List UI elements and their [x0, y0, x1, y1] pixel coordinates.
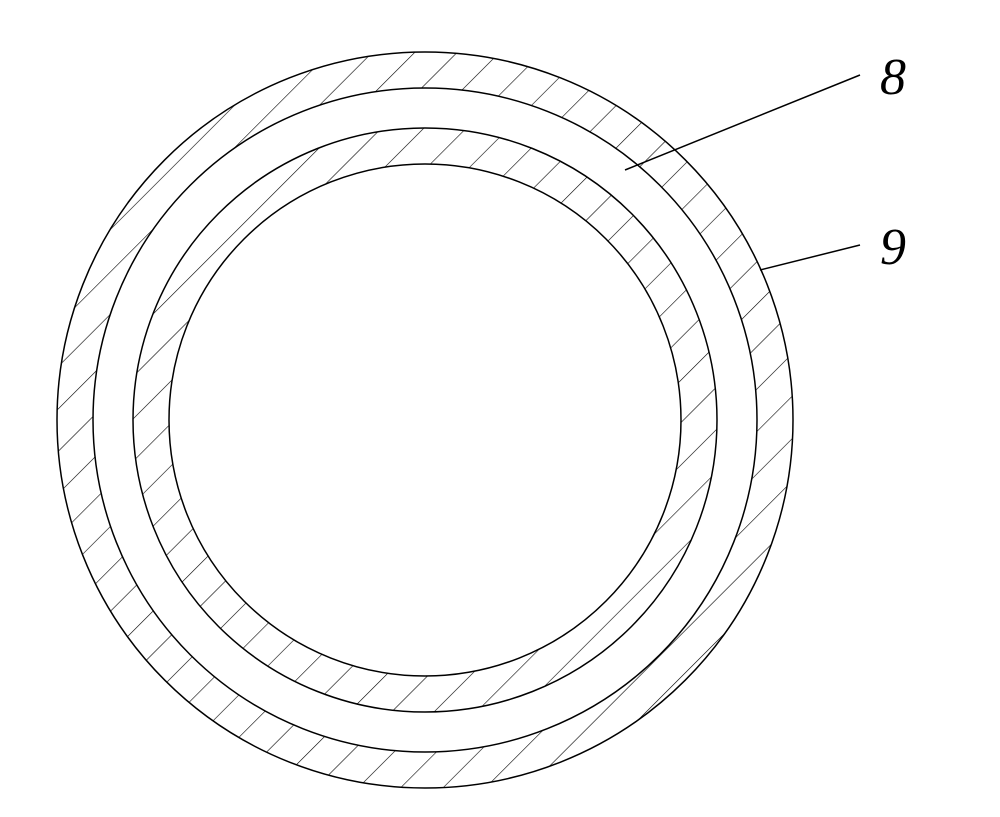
label-8: 8	[880, 48, 906, 107]
label-9: 9	[880, 218, 906, 277]
inner-ring	[0, 0, 1000, 812]
diagram-container: 8 9	[0, 0, 1000, 812]
cross-section-svg	[0, 0, 1000, 812]
